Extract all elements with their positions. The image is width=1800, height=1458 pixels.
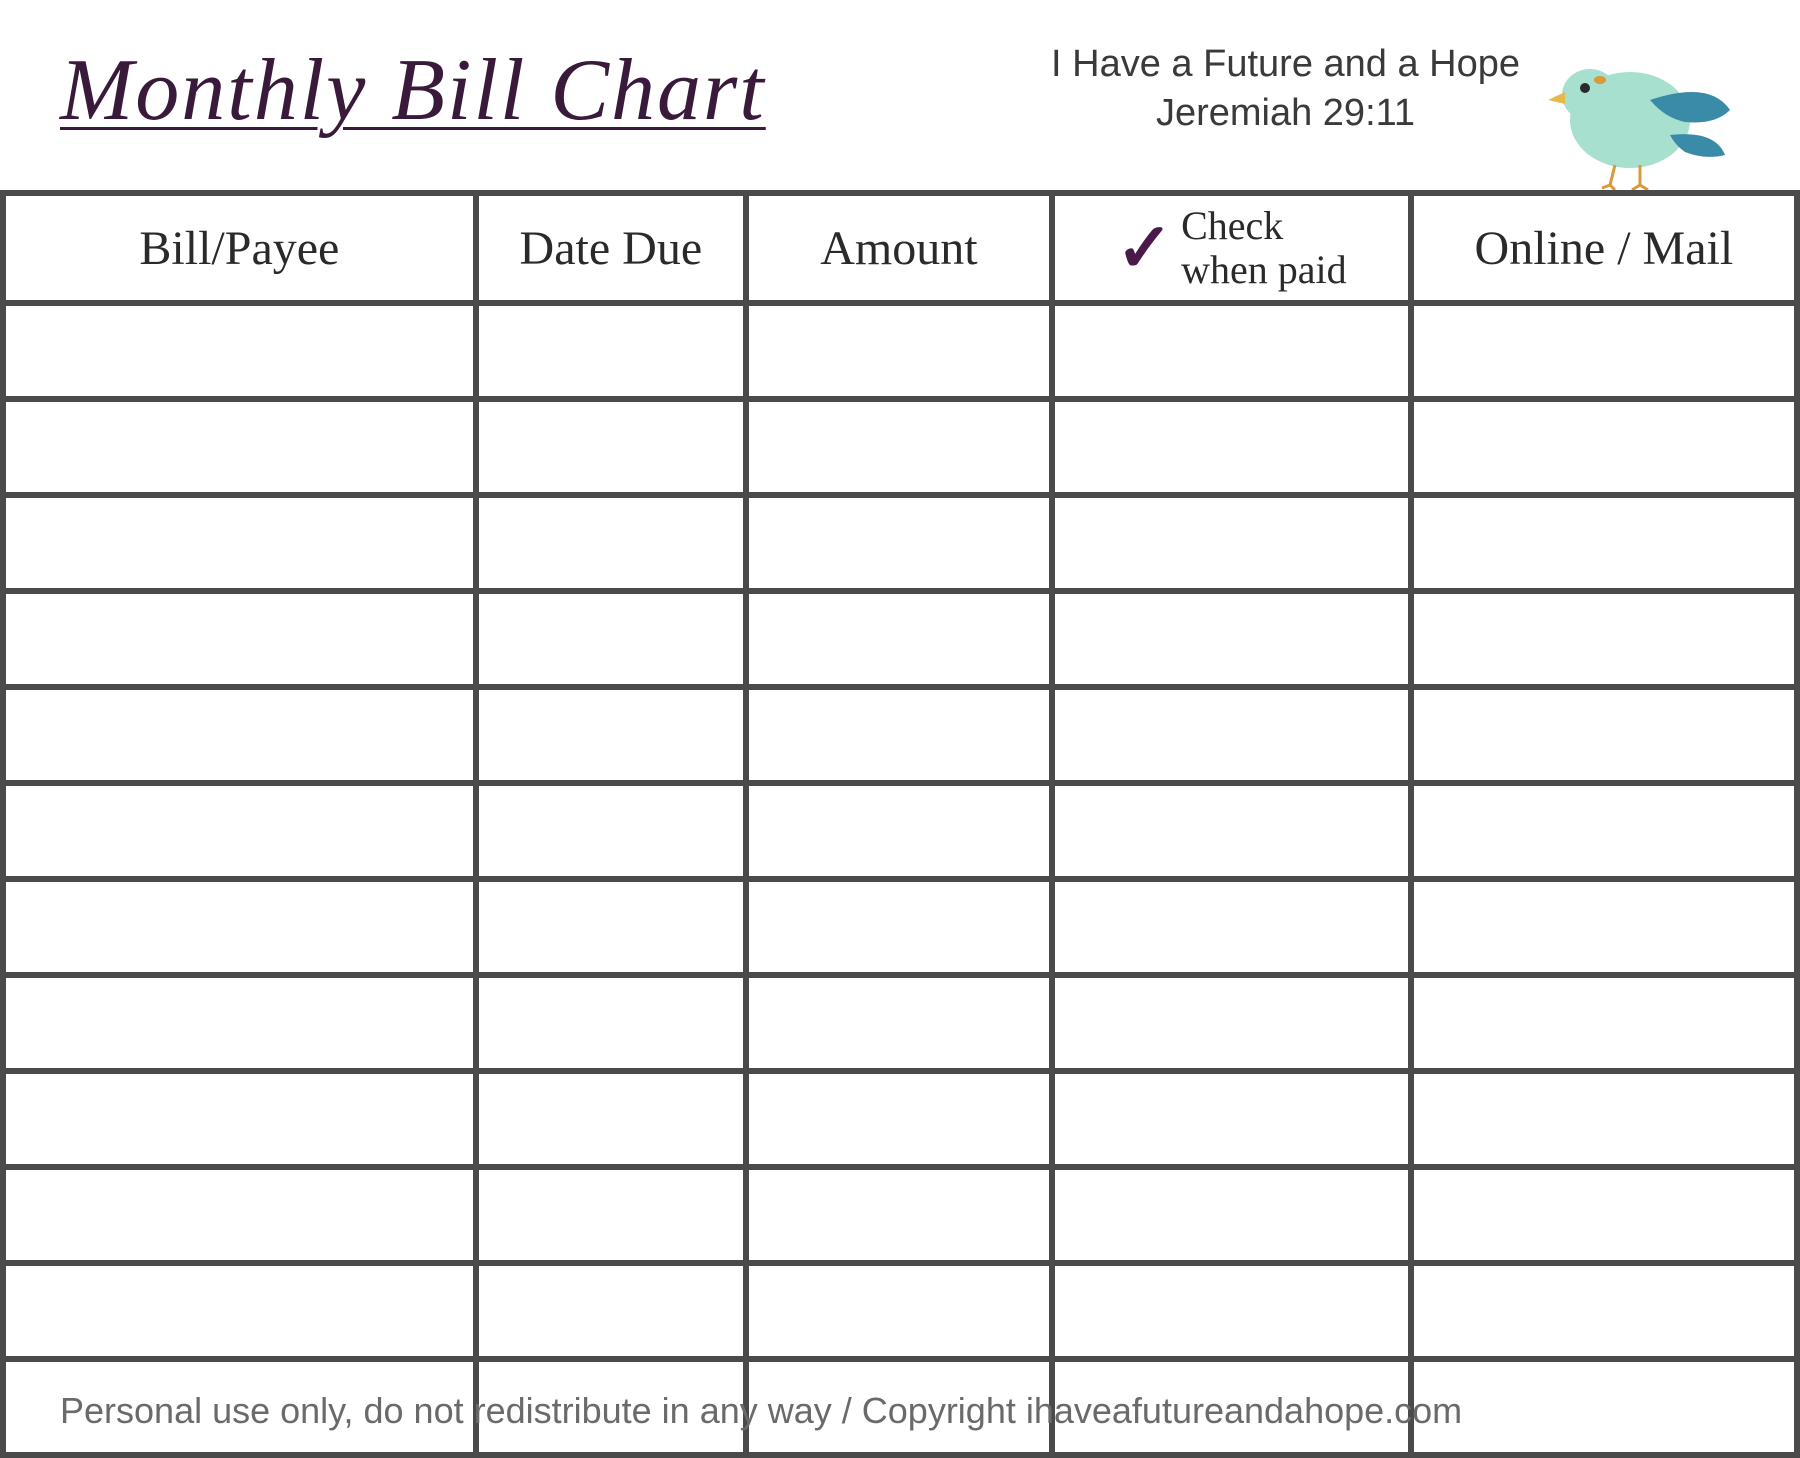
checkmark-icon: ✓ bbox=[1116, 214, 1173, 282]
header: Monthly Bill Chart I Have a Future and a… bbox=[0, 0, 1800, 190]
cell-online bbox=[1411, 399, 1797, 495]
cell-date bbox=[476, 303, 746, 399]
table-header-row: Bill/Payee Date Due Amount ✓ Check when … bbox=[3, 193, 1797, 303]
cell-online bbox=[1411, 687, 1797, 783]
cell-amount bbox=[746, 879, 1052, 975]
column-header-check: ✓ Check when paid bbox=[1052, 193, 1411, 303]
tagline-line1: I Have a Future and a Hope bbox=[1051, 40, 1520, 89]
cell-check bbox=[1052, 495, 1411, 591]
cell-online bbox=[1411, 1359, 1797, 1455]
cell-online bbox=[1411, 1263, 1797, 1359]
column-header-payee: Bill/Payee bbox=[3, 193, 476, 303]
cell-amount bbox=[746, 687, 1052, 783]
check-header-text: Check when paid bbox=[1181, 204, 1347, 292]
table-row bbox=[3, 495, 1797, 591]
column-header-online: Online / Mail bbox=[1411, 193, 1797, 303]
cell-date bbox=[476, 879, 746, 975]
table-row bbox=[3, 303, 1797, 399]
bill-table: Bill/Payee Date Due Amount ✓ Check when … bbox=[0, 190, 1800, 1458]
cell-check bbox=[1052, 1263, 1411, 1359]
column-header-date: Date Due bbox=[476, 193, 746, 303]
cell-amount bbox=[746, 303, 1052, 399]
cell-check bbox=[1052, 975, 1411, 1071]
table-row bbox=[3, 783, 1797, 879]
cell-payee bbox=[3, 975, 476, 1071]
table-body bbox=[3, 303, 1797, 1455]
cell-check bbox=[1052, 783, 1411, 879]
column-header-amount: Amount bbox=[746, 193, 1052, 303]
cell-amount bbox=[746, 1167, 1052, 1263]
cell-payee bbox=[3, 591, 476, 687]
table-row bbox=[3, 975, 1797, 1071]
cell-amount bbox=[746, 399, 1052, 495]
cell-check bbox=[1052, 879, 1411, 975]
cell-amount bbox=[746, 591, 1052, 687]
cell-amount bbox=[746, 495, 1052, 591]
cell-date bbox=[476, 1263, 746, 1359]
cell-payee bbox=[3, 303, 476, 399]
cell-date bbox=[476, 783, 746, 879]
cell-online bbox=[1411, 495, 1797, 591]
cell-check bbox=[1052, 303, 1411, 399]
cell-date bbox=[476, 495, 746, 591]
tagline: I Have a Future and a Hope Jeremiah 29:1… bbox=[1051, 40, 1520, 139]
table-row bbox=[3, 687, 1797, 783]
cell-payee bbox=[3, 783, 476, 879]
cell-online bbox=[1411, 303, 1797, 399]
cell-check bbox=[1052, 399, 1411, 495]
footer-text: Personal use only, do not redistribute i… bbox=[60, 1390, 1462, 1432]
cell-payee bbox=[3, 1167, 476, 1263]
cell-payee bbox=[3, 1071, 476, 1167]
cell-date bbox=[476, 687, 746, 783]
cell-online bbox=[1411, 879, 1797, 975]
cell-date bbox=[476, 1167, 746, 1263]
cell-payee bbox=[3, 879, 476, 975]
cell-payee bbox=[3, 495, 476, 591]
cell-payee bbox=[3, 1263, 476, 1359]
cell-payee bbox=[3, 687, 476, 783]
cell-payee bbox=[3, 399, 476, 495]
cell-amount bbox=[746, 975, 1052, 1071]
table-row bbox=[3, 591, 1797, 687]
cell-amount bbox=[746, 1071, 1052, 1167]
table-row bbox=[3, 1263, 1797, 1359]
tagline-line2: Jeremiah 29:11 bbox=[1051, 89, 1520, 138]
cell-date bbox=[476, 975, 746, 1071]
cell-check bbox=[1052, 1167, 1411, 1263]
cell-check bbox=[1052, 1071, 1411, 1167]
cell-online bbox=[1411, 1167, 1797, 1263]
cell-online bbox=[1411, 1071, 1797, 1167]
cell-date bbox=[476, 1071, 746, 1167]
cell-check bbox=[1052, 687, 1411, 783]
cell-date bbox=[476, 399, 746, 495]
table-row bbox=[3, 1071, 1797, 1167]
cell-online bbox=[1411, 975, 1797, 1071]
header-right: I Have a Future and a Hope Jeremiah 29:1… bbox=[1051, 30, 1740, 190]
table-row bbox=[3, 879, 1797, 975]
table-row bbox=[3, 399, 1797, 495]
cell-online bbox=[1411, 783, 1797, 879]
cell-amount bbox=[746, 783, 1052, 879]
table-row bbox=[3, 1167, 1797, 1263]
page-title: Monthly Bill Chart bbox=[60, 30, 766, 141]
cell-check bbox=[1052, 591, 1411, 687]
cell-online bbox=[1411, 591, 1797, 687]
bird-icon bbox=[1540, 40, 1740, 190]
cell-date bbox=[476, 591, 746, 687]
cell-amount bbox=[746, 1263, 1052, 1359]
